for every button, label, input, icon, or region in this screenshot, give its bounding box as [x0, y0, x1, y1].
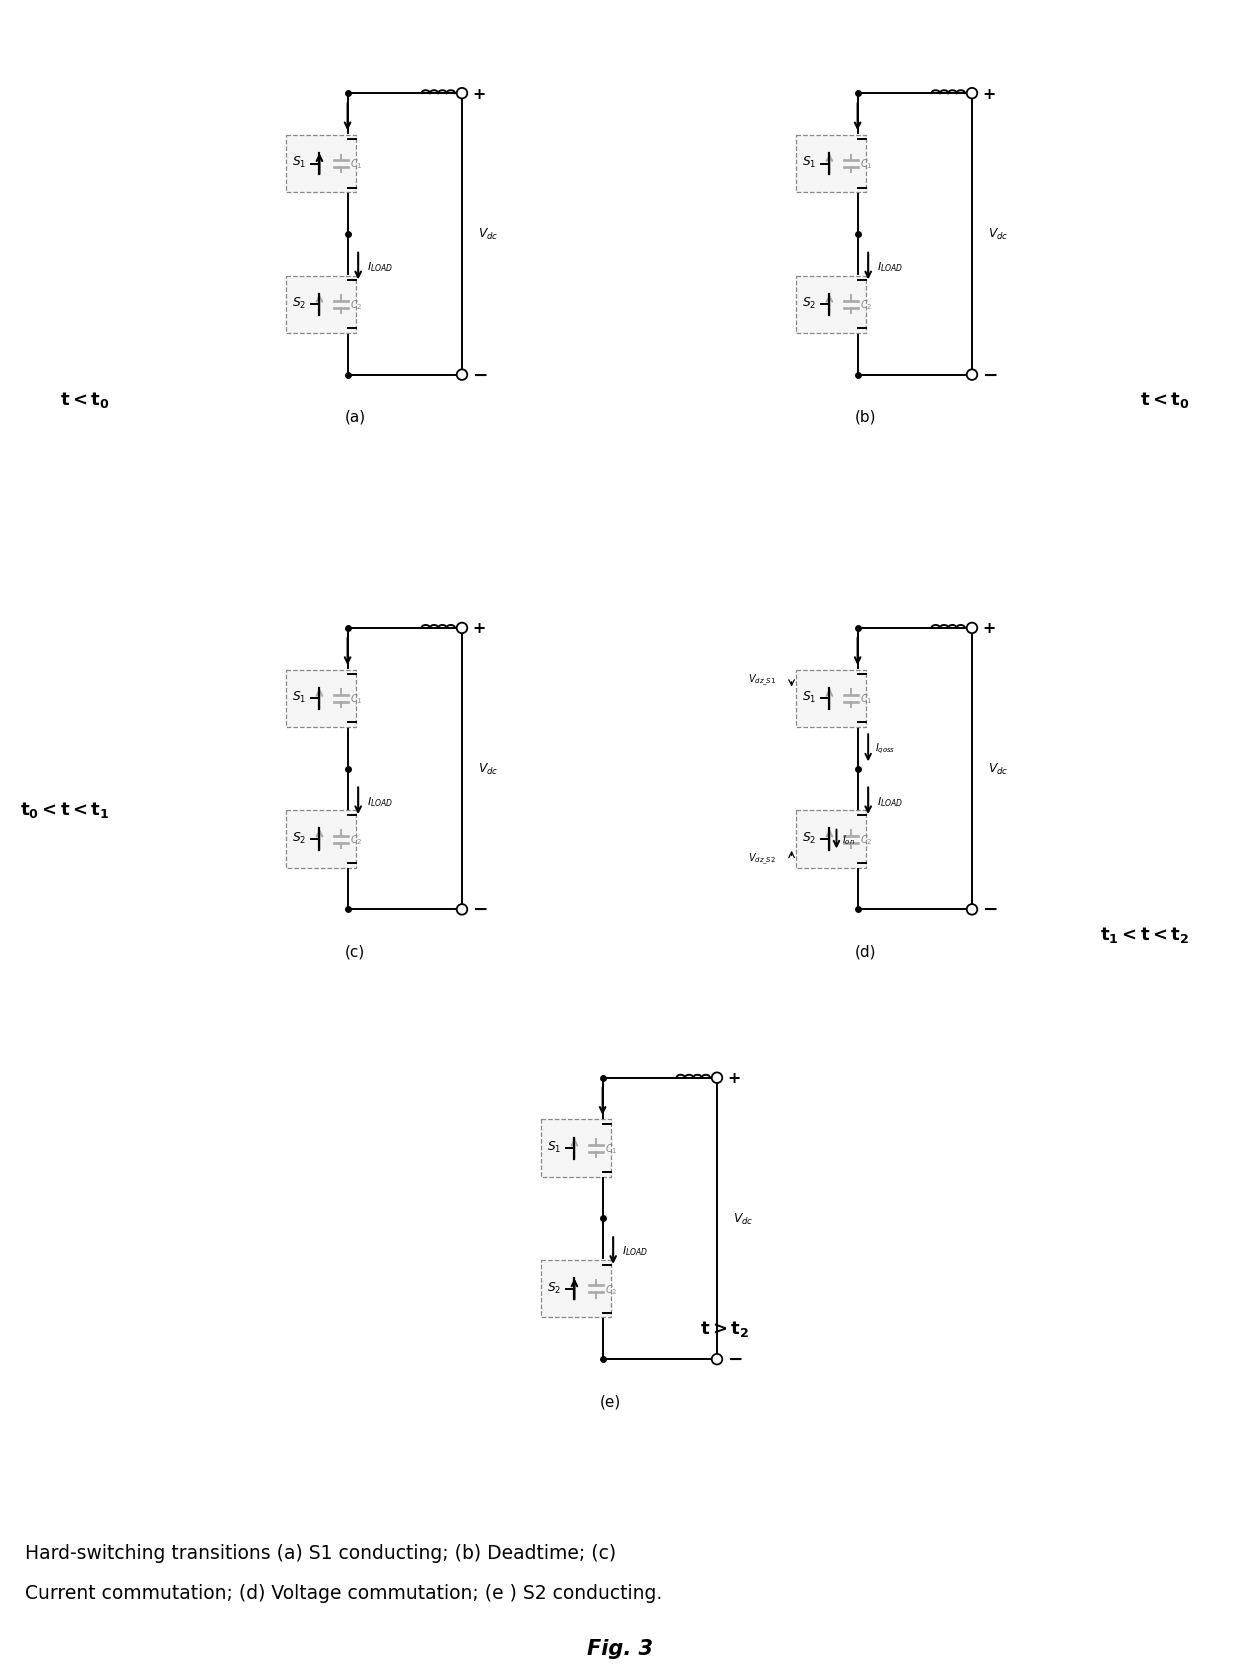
Text: Hard-switching transitions (a) S1 conducting; (b) Deadtime; (c): Hard-switching transitions (a) S1 conduc…	[25, 1544, 616, 1562]
Text: $C_1$: $C_1$	[350, 158, 363, 171]
Text: $S_2$: $S_2$	[293, 296, 306, 311]
Text: $V_{dc}$: $V_{dc}$	[477, 228, 498, 243]
FancyBboxPatch shape	[286, 810, 356, 869]
Text: $I_{LOAD}$: $I_{LOAD}$	[877, 794, 903, 809]
FancyBboxPatch shape	[796, 810, 867, 869]
Circle shape	[456, 369, 467, 381]
FancyBboxPatch shape	[286, 671, 356, 727]
FancyBboxPatch shape	[796, 276, 867, 334]
Text: $V_{dc}$: $V_{dc}$	[988, 762, 1008, 777]
Text: $C_1$: $C_1$	[861, 158, 873, 171]
Circle shape	[456, 88, 467, 100]
Text: $\mathbf{t > t_2}$: $\mathbf{t > t_2}$	[701, 1318, 749, 1338]
Text: $S_2$: $S_2$	[802, 830, 816, 845]
Text: $\mathbf{t_0 < t < t_1}$: $\mathbf{t_0 < t < t_1}$	[20, 799, 109, 819]
Text: $I_{LOAD}$: $I_{LOAD}$	[367, 260, 393, 275]
Text: $\mathbf{t_1 < t < t_2}$: $\mathbf{t_1 < t < t_2}$	[1100, 924, 1189, 943]
Text: $S_1$: $S_1$	[802, 689, 816, 704]
Text: $C_2$: $C_2$	[350, 298, 363, 311]
FancyBboxPatch shape	[286, 276, 356, 334]
Text: +: +	[982, 87, 996, 102]
Circle shape	[967, 88, 977, 100]
Text: $S_1$: $S_1$	[293, 155, 306, 170]
Text: +: +	[472, 87, 486, 102]
Text: Fig. 3: Fig. 3	[587, 1639, 653, 1659]
Text: $V_{dc}$: $V_{dc}$	[733, 1211, 753, 1226]
Text: +: +	[982, 621, 996, 636]
Text: $C_2$: $C_2$	[861, 298, 873, 311]
Text: (b): (b)	[854, 409, 875, 424]
Text: (e): (e)	[599, 1393, 621, 1408]
FancyBboxPatch shape	[541, 1120, 611, 1176]
Circle shape	[456, 624, 467, 634]
Text: +: +	[472, 621, 486, 636]
Text: $S_2$: $S_2$	[802, 296, 816, 311]
Text: $V_{dc}$: $V_{dc}$	[988, 228, 1008, 243]
Text: $V_{dc}$: $V_{dc}$	[477, 762, 498, 777]
FancyBboxPatch shape	[286, 136, 356, 193]
Text: $I_{LOAD}$: $I_{LOAD}$	[877, 260, 903, 275]
Text: $S_2$: $S_2$	[547, 1280, 562, 1295]
Text: $I_{qoss}$: $I_{qoss}$	[875, 740, 895, 755]
Circle shape	[967, 624, 977, 634]
Text: (a): (a)	[345, 409, 366, 424]
Circle shape	[967, 369, 977, 381]
Circle shape	[712, 1354, 722, 1364]
Text: $S_1$: $S_1$	[547, 1140, 562, 1155]
Text: $\mathbf{t < t_0}$: $\mathbf{t < t_0}$	[1140, 389, 1189, 409]
Text: Current commutation; (d) Voltage commutation; (e ) S2 conducting.: Current commutation; (d) Voltage commuta…	[25, 1584, 662, 1602]
Text: $S_1$: $S_1$	[802, 155, 816, 170]
Text: $V_{dz\_S1}$: $V_{dz\_S1}$	[748, 672, 776, 687]
Text: $C_1$: $C_1$	[861, 692, 873, 706]
Text: +: +	[728, 1070, 740, 1085]
Text: $V_{dz\_S2}$: $V_{dz\_S2}$	[748, 852, 775, 867]
Text: $I_{LOAD}$: $I_{LOAD}$	[367, 794, 393, 809]
FancyBboxPatch shape	[796, 136, 867, 193]
Text: (c): (c)	[345, 943, 365, 958]
FancyBboxPatch shape	[541, 1260, 611, 1318]
Circle shape	[456, 905, 467, 915]
Text: −: −	[982, 366, 998, 384]
Text: $C_1$: $C_1$	[605, 1142, 618, 1155]
Text: −: −	[982, 900, 998, 919]
Text: −: −	[728, 1351, 743, 1368]
Text: $C_2$: $C_2$	[861, 832, 873, 847]
Text: $C_1$: $C_1$	[350, 692, 363, 706]
Circle shape	[967, 905, 977, 915]
Text: −: −	[472, 366, 487, 384]
Text: $C_2$: $C_2$	[605, 1283, 618, 1296]
Text: $C_2$: $C_2$	[350, 832, 363, 847]
Text: $I_{LOAD}$: $I_{LOAD}$	[622, 1245, 649, 1258]
Text: −: −	[472, 900, 487, 919]
Text: $S_1$: $S_1$	[293, 689, 306, 704]
Text: $S_2$: $S_2$	[293, 830, 306, 845]
Circle shape	[712, 1073, 722, 1083]
FancyBboxPatch shape	[796, 671, 867, 727]
Text: $\mathbf{t < t_0}$: $\mathbf{t < t_0}$	[60, 389, 109, 409]
Text: $I_{on}$: $I_{on}$	[842, 832, 854, 847]
Text: (d): (d)	[854, 943, 875, 958]
